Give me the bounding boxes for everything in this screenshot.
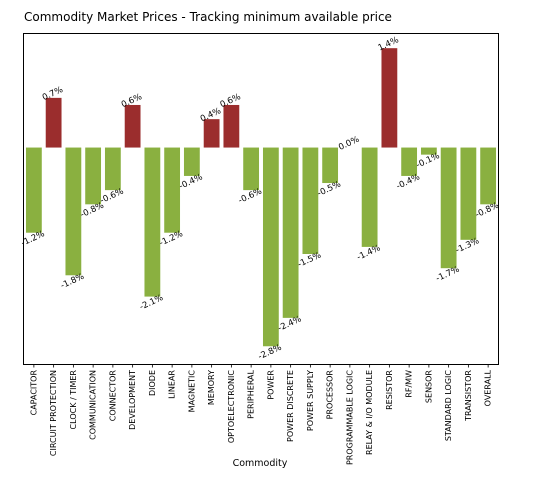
x-tick-label: COMMUNICATION: [89, 370, 98, 440]
x-tick-label: SENSOR: [424, 370, 433, 403]
x-tick-label: PROGRAMMABLE LOGIC: [345, 370, 354, 465]
bar: [85, 147, 102, 205]
bar: [420, 147, 437, 155]
bar: [183, 147, 200, 176]
bar: [45, 97, 62, 148]
x-tick-label: RF/MW: [405, 370, 414, 398]
bar: [322, 147, 339, 184]
bar: [302, 147, 319, 254]
x-axis-label: Commodity: [233, 458, 288, 469]
bar: [124, 104, 141, 148]
x-tick-label: POWER: [266, 370, 275, 400]
x-tick-label: RELAY & I/O MODULE: [365, 370, 374, 455]
x-tick-label: STANDARD LOGIC: [444, 370, 453, 442]
bar: [243, 147, 260, 191]
x-tick-label: LINEAR: [168, 370, 177, 399]
bar: [401, 147, 418, 176]
x-tick-label: CONNECTOR: [108, 370, 117, 422]
x-tick-label: PERIPHERAL: [247, 369, 256, 418]
x-tick-label: OVERALL: [484, 369, 493, 406]
x-tick-label: CLOCK / TIMER: [69, 370, 78, 430]
x-tick-label: PROCESSOR: [326, 370, 335, 420]
x-tick-label: TRANSISTOR: [464, 370, 473, 422]
x-tick-label: RESISTOR: [385, 370, 394, 410]
bar: [223, 104, 240, 148]
bar: [144, 147, 161, 297]
x-tick-label: POWER SUPPLY: [306, 370, 315, 431]
bar: [104, 147, 121, 191]
x-tick-label: DIODE: [148, 370, 157, 396]
bar: [381, 48, 398, 148]
bar-value-label: 0.0%: [337, 135, 361, 153]
bar: [460, 147, 477, 240]
bar: [164, 147, 181, 233]
bar: [25, 147, 42, 233]
bar: [282, 147, 299, 318]
bar: [262, 147, 279, 347]
x-tick-label: MAGNETIC: [187, 370, 196, 413]
bar: [480, 147, 497, 205]
x-tick-label: DEVELOPMENT: [128, 370, 137, 430]
x-tick-label: MEMORY: [207, 370, 216, 405]
x-tick-label: OPTOELECTRONIC: [227, 370, 236, 444]
bar: [440, 147, 457, 269]
x-tick-label: POWER DISCRETE: [286, 370, 295, 442]
chart-title: Commodity Market Prices - Tracking minim…: [24, 10, 392, 24]
x-tick-label: CAPACITOR: [29, 370, 38, 416]
x-tick-label: CIRCUIT PROTECTION: [49, 370, 58, 456]
bar: [65, 147, 82, 276]
bar: [203, 119, 220, 148]
plot-frame: [23, 33, 499, 365]
bar: [361, 147, 378, 247]
